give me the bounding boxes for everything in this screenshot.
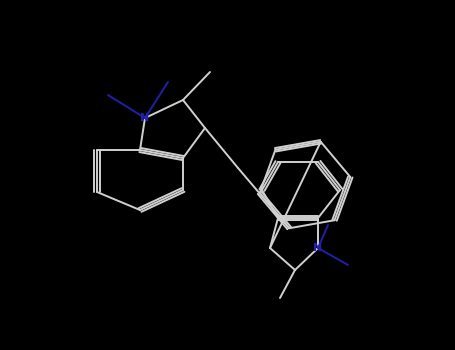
Text: N: N: [141, 113, 150, 123]
Text: N: N: [313, 243, 323, 253]
